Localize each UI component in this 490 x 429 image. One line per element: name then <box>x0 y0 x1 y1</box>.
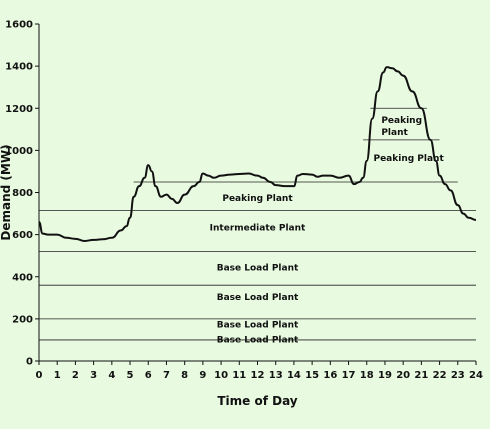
x-tick-label: 12 <box>251 370 265 381</box>
x-tick-label: 18 <box>360 370 374 381</box>
y-tick-label: 1600 <box>5 20 33 31</box>
x-tick-label: 16 <box>323 370 337 381</box>
y-tick-label: 1200 <box>5 104 33 115</box>
x-tick-label: 17 <box>342 370 356 381</box>
x-tick-label: 0 <box>36 370 43 381</box>
x-tick-label: 8 <box>181 370 188 381</box>
x-tick-label: 13 <box>269 370 283 381</box>
band-label: Peaking Plant <box>222 194 293 204</box>
band-label: Base Load Plant <box>217 293 299 303</box>
x-tick-label: 10 <box>214 370 228 381</box>
x-tick-label: 15 <box>305 370 319 381</box>
x-tick-label: 23 <box>451 370 465 381</box>
x-tick-label: 21 <box>414 370 428 381</box>
band-label: Base Load Plant <box>217 320 299 330</box>
band-label-peaking: Peaking Plant <box>381 116 422 138</box>
band-label: Peaking Plant <box>373 154 444 164</box>
x-tick-label: 19 <box>378 370 392 381</box>
y-tick-label: 600 <box>12 230 33 241</box>
band-label: Base Load Plant <box>217 336 299 346</box>
x-tick-label: 1 <box>54 370 61 381</box>
x-tick-label: 6 <box>145 370 152 381</box>
x-tick-label: 24 <box>469 370 483 381</box>
x-tick-label: 20 <box>396 370 410 381</box>
y-tick-label: 1000 <box>5 146 33 157</box>
y-tick-label: 400 <box>12 272 33 283</box>
x-tick-label: 11 <box>232 370 246 381</box>
y-tick-label: 0 <box>26 357 33 368</box>
y-tick-label: 1400 <box>5 62 33 73</box>
y-tick-label: 200 <box>12 314 33 325</box>
band-label: Base Load Plant <box>217 263 299 273</box>
x-tick-label: 9 <box>199 370 206 381</box>
x-tick-label: 7 <box>163 370 170 381</box>
x-tick-label: 3 <box>90 370 97 381</box>
x-tick-label: 14 <box>287 370 301 381</box>
band-label: Intermediate Plant <box>210 223 306 233</box>
x-tick-label: 4 <box>108 370 115 381</box>
x-axis-title: Time of Day <box>217 394 297 408</box>
y-tick-label: 800 <box>12 188 33 199</box>
demand-series-line <box>38 66 477 242</box>
x-tick-label: 22 <box>433 370 447 381</box>
x-tick-label: 5 <box>127 370 134 381</box>
y-axis-title: Demand (MW) <box>0 144 13 240</box>
x-tick-label: 2 <box>72 370 79 381</box>
